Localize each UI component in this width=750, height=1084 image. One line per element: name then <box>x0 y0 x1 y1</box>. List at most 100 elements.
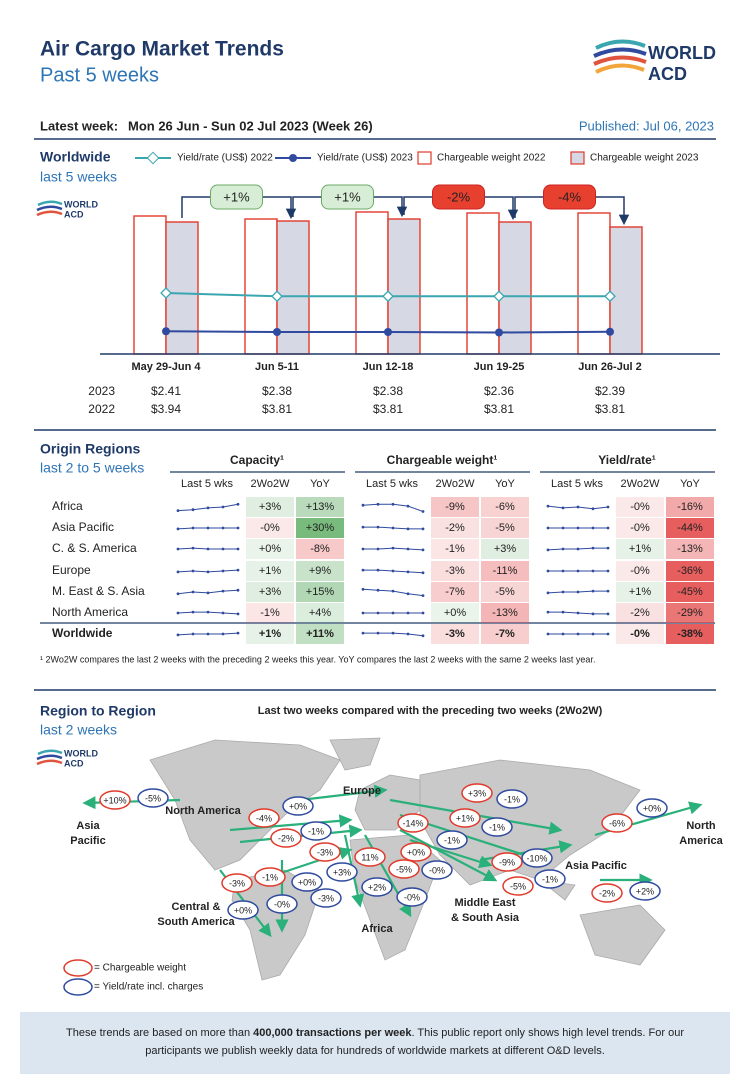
bubble-label: -1% <box>444 835 460 845</box>
sparkline-point <box>591 507 595 511</box>
cell-bg <box>666 624 714 644</box>
point <box>604 290 616 303</box>
bubble-label: -14% <box>402 818 423 828</box>
sparkline-point <box>391 569 395 573</box>
column-header: Last 5 wks <box>551 478 603 490</box>
bubble-label: 11% <box>361 852 378 862</box>
section-title: Origin Regions <box>40 441 141 457</box>
legend-label: Yield/rate (US$) 2022 <box>177 153 273 164</box>
region-label: M. East & S. Asia <box>52 584 145 598</box>
bubble-label: -5% <box>510 881 526 891</box>
bubble <box>310 888 342 908</box>
bubble-label: +0% <box>298 877 316 887</box>
cell-value: +3% <box>494 543 517 555</box>
cell-bg <box>616 518 664 538</box>
sparkline-point <box>176 547 180 551</box>
x-tick-label: Jun 26-Jul 2 <box>578 361 642 373</box>
legend-label: = Chargeable weight <box>94 963 186 974</box>
bubble-label: +10% <box>103 795 126 805</box>
bubble-label: -1% <box>308 826 324 836</box>
bubble <box>326 862 358 882</box>
legend-label: Chargeable weight 2022 <box>437 153 546 164</box>
bubble-label: +2% <box>368 882 386 892</box>
cell-value: -1% <box>445 543 465 555</box>
cell-bg <box>616 561 664 581</box>
bubble <box>99 790 131 810</box>
bubble <box>591 883 623 903</box>
sparkline-point <box>236 612 240 616</box>
bubble-label: +0% <box>234 905 252 915</box>
sparkline-point <box>206 610 210 614</box>
bubble <box>502 876 534 896</box>
cell-value: -2% <box>630 607 650 619</box>
cell-value: -11% <box>493 565 518 577</box>
cell-value: -36% <box>677 565 703 577</box>
bubble-label: -3% <box>318 893 334 903</box>
sparkline-point <box>576 611 580 615</box>
cell-value: -7% <box>445 586 465 598</box>
cell-bg <box>666 539 714 559</box>
bubble <box>361 877 393 897</box>
chart: Yield/rate (US$) 2022 Yield/rate (US$) 20… <box>88 151 720 416</box>
sparkline-point <box>421 548 425 552</box>
bubble-label: +1% <box>456 813 474 823</box>
column-header: 2Wo2W <box>621 478 661 490</box>
bar <box>609 226 643 355</box>
sparkline-point <box>406 504 410 508</box>
sparkline-point <box>591 569 595 573</box>
cell-bg <box>616 497 664 517</box>
value-label: $2.36 <box>484 384 514 398</box>
sparkline-point <box>591 632 595 636</box>
cell-bg <box>246 624 294 644</box>
bubble <box>227 900 259 920</box>
sparkline-point <box>561 506 565 510</box>
cell-bg <box>431 603 479 623</box>
region-label: Middle East <box>454 897 515 909</box>
sparkline-point <box>221 589 225 593</box>
cell-value: +1% <box>259 628 282 640</box>
sparkline-point <box>546 526 550 530</box>
bubble <box>309 842 341 862</box>
cell-bg <box>296 497 344 517</box>
bubble <box>629 881 661 901</box>
bubble-label: -3% <box>317 847 333 857</box>
cell-value: -3% <box>445 628 465 640</box>
sparkline-point <box>206 547 210 551</box>
logo: WORLD ACD <box>593 39 716 84</box>
bubble-label: -0% <box>404 892 420 902</box>
bar <box>355 211 389 355</box>
cell-value: -3% <box>445 565 465 577</box>
small-logo: WORLD ACD <box>36 748 98 768</box>
cell-value: -0% <box>630 501 650 513</box>
bubble-label: -0% <box>429 865 445 875</box>
bubble-label: +3% <box>333 867 351 877</box>
sparkline-point <box>376 568 380 572</box>
cell-value: -0% <box>630 628 650 640</box>
cell-value: -0% <box>630 522 650 534</box>
sparkline-point <box>606 546 610 550</box>
cell-bg <box>431 624 479 644</box>
sparkline-point <box>221 632 225 636</box>
footer-line: These trends are based on more than 400,… <box>66 1027 684 1039</box>
bubble-label: -2% <box>599 888 615 898</box>
cell-bg <box>616 582 664 602</box>
sparkline-point <box>576 505 580 509</box>
bubble <box>521 848 553 868</box>
cell-value: -6% <box>495 501 515 513</box>
bubble-label: +3% <box>468 788 486 798</box>
cell-value: +13% <box>306 501 335 513</box>
sparkline-point <box>546 569 550 573</box>
cell-value: +0% <box>259 543 282 555</box>
legend-swatch <box>570 151 585 165</box>
sparkline-point <box>361 503 365 507</box>
row-label: 2022 <box>88 402 115 416</box>
cell-bg <box>666 561 714 581</box>
sparkline-point <box>376 502 380 506</box>
footer-line: participants we publish weekly data for … <box>145 1045 605 1057</box>
footer-text: 400,000 transactions per week <box>253 1027 412 1039</box>
sparkline-point <box>391 631 395 635</box>
bubble <box>137 788 169 808</box>
point <box>160 287 172 299</box>
cell-bg <box>481 624 529 644</box>
cell-bg <box>481 603 529 623</box>
